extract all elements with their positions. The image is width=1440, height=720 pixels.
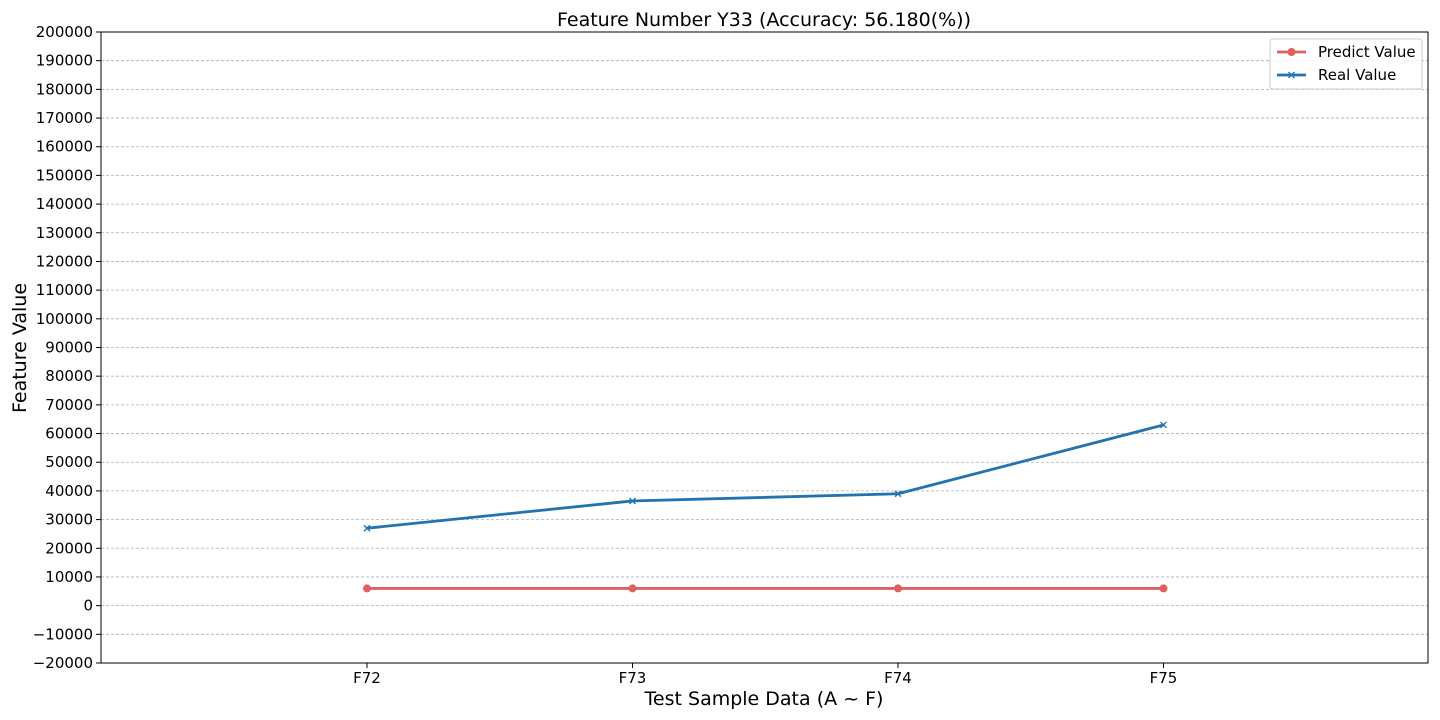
data-point [894, 584, 902, 593]
legend-item: Predict Value [1277, 43, 1416, 61]
y-tick-label: 200000 [36, 23, 93, 41]
data-point [1160, 421, 1167, 429]
y-tick-label: 30000 [45, 511, 93, 529]
x-tick-label: F74 [884, 669, 912, 687]
y-tick-label: 90000 [45, 339, 93, 357]
legend-box [1269, 38, 1423, 90]
series-lines [363, 421, 1168, 593]
series-predict-value [363, 584, 1168, 593]
series-line [366, 423, 1164, 530]
data-point [629, 497, 636, 505]
x-tick-label: F72 [353, 669, 381, 687]
y-tick-label: 110000 [36, 281, 93, 299]
legend-item: Real Value [1277, 66, 1396, 84]
y-tick-label: 190000 [36, 52, 93, 70]
y-tick-label: 40000 [45, 482, 93, 500]
y-tick-label: −20000 [33, 654, 93, 672]
y-tick-label: 50000 [45, 453, 93, 471]
y-tick-label: 20000 [45, 539, 93, 557]
x-tick-label: F73 [619, 669, 647, 687]
data-point [628, 584, 637, 593]
data-point [1159, 584, 1168, 593]
legend-label: Real Value [1318, 66, 1396, 84]
x-axis-ticks: F72 F73 F74 F75 [353, 663, 1177, 687]
y-tick-label: 10000 [45, 568, 93, 586]
y-tick-label: 70000 [45, 396, 93, 414]
y-tick-label: 160000 [36, 138, 93, 156]
y-tick-label: 60000 [45, 425, 93, 443]
data-point [363, 524, 371, 532]
y-tick-label: 120000 [36, 252, 93, 270]
x-axis-label: Test Sample Data (A ~ F) [644, 688, 884, 710]
y-tick-label: 150000 [36, 166, 93, 184]
grid-lines [101, 60, 1428, 635]
y-tick-label: 130000 [36, 224, 93, 242]
x-tick-label: F75 [1150, 669, 1178, 687]
y-tick-label: −10000 [33, 625, 93, 643]
y-axis-ticks: −20000 −10000 0 10000 20000 30000 40000 50000 60… [33, 23, 101, 672]
y-tick-label: 0 [83, 597, 93, 615]
y-tick-label: 180000 [36, 80, 93, 98]
y-tick-label: 140000 [36, 195, 93, 213]
data-point [894, 490, 902, 498]
y-tick-label: 170000 [36, 109, 93, 127]
series-real-value [363, 421, 1167, 532]
chart-title: Feature Number Y33 (Accuracy: 56.180(%)) [557, 9, 971, 31]
legend-label: Predict Value [1318, 43, 1416, 61]
data-point [1288, 71, 1295, 79]
y-tick-label: 100000 [36, 310, 93, 328]
y-axis-label: Feature Value [9, 283, 31, 413]
legend: Predict Value Real Value [1269, 38, 1423, 90]
data-point [1287, 48, 1296, 56]
y-tick-label: 80000 [45, 367, 93, 385]
data-point [363, 584, 371, 593]
